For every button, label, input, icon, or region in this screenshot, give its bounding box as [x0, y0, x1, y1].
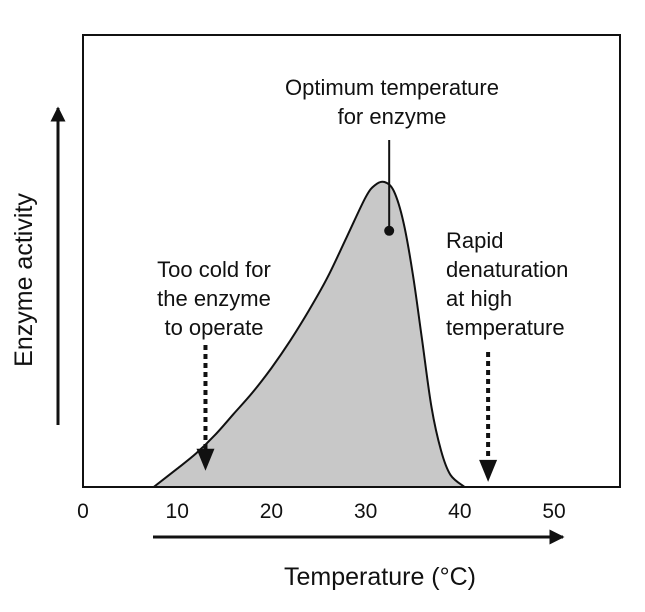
x-tick-label: 30: [354, 500, 377, 523]
y-axis-label: Enzyme activity: [10, 193, 38, 367]
annotation-cold: Too cold for the enzyme to operate: [157, 257, 271, 471]
x-tick-label: 20: [260, 500, 283, 523]
annotation-cold-text: to operate: [164, 315, 263, 340]
annotation-denaturation-text: temperature: [446, 315, 565, 340]
annotation-cold-arrowhead: [196, 448, 215, 471]
annotation-denaturation: Rapid denaturation at high temperature: [446, 228, 568, 482]
activity-curve-area: [152, 180, 466, 488]
chart-marks: 0 10 20 30 40 50 Optimum temperature for enzyme…: [77, 75, 568, 523]
annotation-denaturation-text: Rapid: [446, 228, 503, 253]
annotation-denaturation-text: denaturation: [446, 257, 568, 282]
x-tick-label: 50: [542, 500, 565, 523]
annotation-denaturation-text: at high: [446, 286, 512, 311]
x-axis-label: Temperature (°C): [284, 563, 476, 591]
annotation-cold-text: the enzyme: [157, 286, 271, 311]
x-tick-label: 40: [448, 500, 471, 523]
annotation-cold-text: Too cold for: [157, 257, 271, 282]
x-tick-label: 0: [77, 500, 89, 523]
annotation-optimum-text: for enzyme: [338, 104, 447, 129]
annotation-denaturation-arrowhead: [479, 459, 498, 482]
x-tick-label: 10: [166, 500, 189, 523]
annotation-optimum-text: Optimum temperature: [285, 75, 499, 100]
annotation-optimum: Optimum temperature for enzyme: [285, 75, 499, 236]
annotation-optimum-dot: [384, 225, 395, 236]
